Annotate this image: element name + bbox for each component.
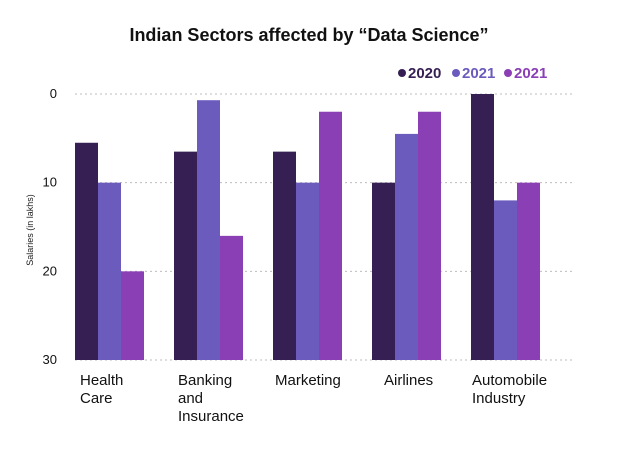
category-label-line: Marketing [275,372,341,389]
y-tick-label-20: 20 [43,263,57,278]
category-label-line: Automobile [472,372,547,389]
bar-automobile-industry-series-2 [494,200,517,360]
y-tick-label-30: 30 [43,352,57,367]
category-label-marketing: Marketing [275,372,341,389]
category-label-banking-and-insurance: Banking and Insurance [178,372,244,425]
y-axis-label: Salaries (in lakhs) [25,194,35,266]
category-label-line: and [178,390,203,407]
category-label-line: Industry [472,390,526,407]
bar-airlines-series-1 [372,182,395,360]
bars [75,94,540,360]
y-tick-label-10: 10 [43,175,57,190]
bar-health-care-series-1 [75,142,98,360]
bar-banking-and-insurance-series-2 [197,100,220,360]
bar-automobile-industry-series-1 [471,94,494,360]
legend: 2020 2021 2021 [398,65,547,82]
category-label-line: Care [80,390,113,407]
y-axis-ticks: 0 10 20 30 [43,86,57,367]
y-tick-label-0: 0 [50,86,57,101]
bar-airlines-series-2 [395,133,418,360]
legend-label-series-2: 2021 [462,65,495,82]
bar-banking-and-insurance-series-1 [174,151,197,360]
chart-title: Indian Sectors affected by “Data Science… [129,25,488,45]
bar-marketing-series-2 [296,182,319,360]
legend-dot-series-3 [504,69,512,77]
bar-banking-and-insurance-series-3 [220,235,243,360]
bar-marketing-series-3 [319,111,342,360]
category-label-airlines: Airlines [384,372,433,389]
bar-health-care-series-3 [121,271,144,360]
category-label-line: Banking [178,372,232,389]
legend-label-series-1: 2020 [408,65,441,82]
category-label-line: Insurance [178,408,244,425]
bar-automobile-industry-series-3 [517,182,540,360]
legend-label-series-3: 2021 [514,65,547,82]
category-label-automobile-industry: Automobile Industry [472,372,547,407]
legend-dot-series-1 [398,69,406,77]
bar-health-care-series-2 [98,182,121,360]
category-label-health-care: Health Care [80,372,123,407]
bar-airlines-series-3 [418,111,441,360]
bar-marketing-series-1 [273,151,296,360]
category-label-line: Airlines [384,372,433,389]
category-label-line: Health [80,372,123,389]
x-axis-labels: Health Care Banking and Insurance Marketing Ai… [80,372,547,425]
legend-dot-series-2 [452,69,460,77]
